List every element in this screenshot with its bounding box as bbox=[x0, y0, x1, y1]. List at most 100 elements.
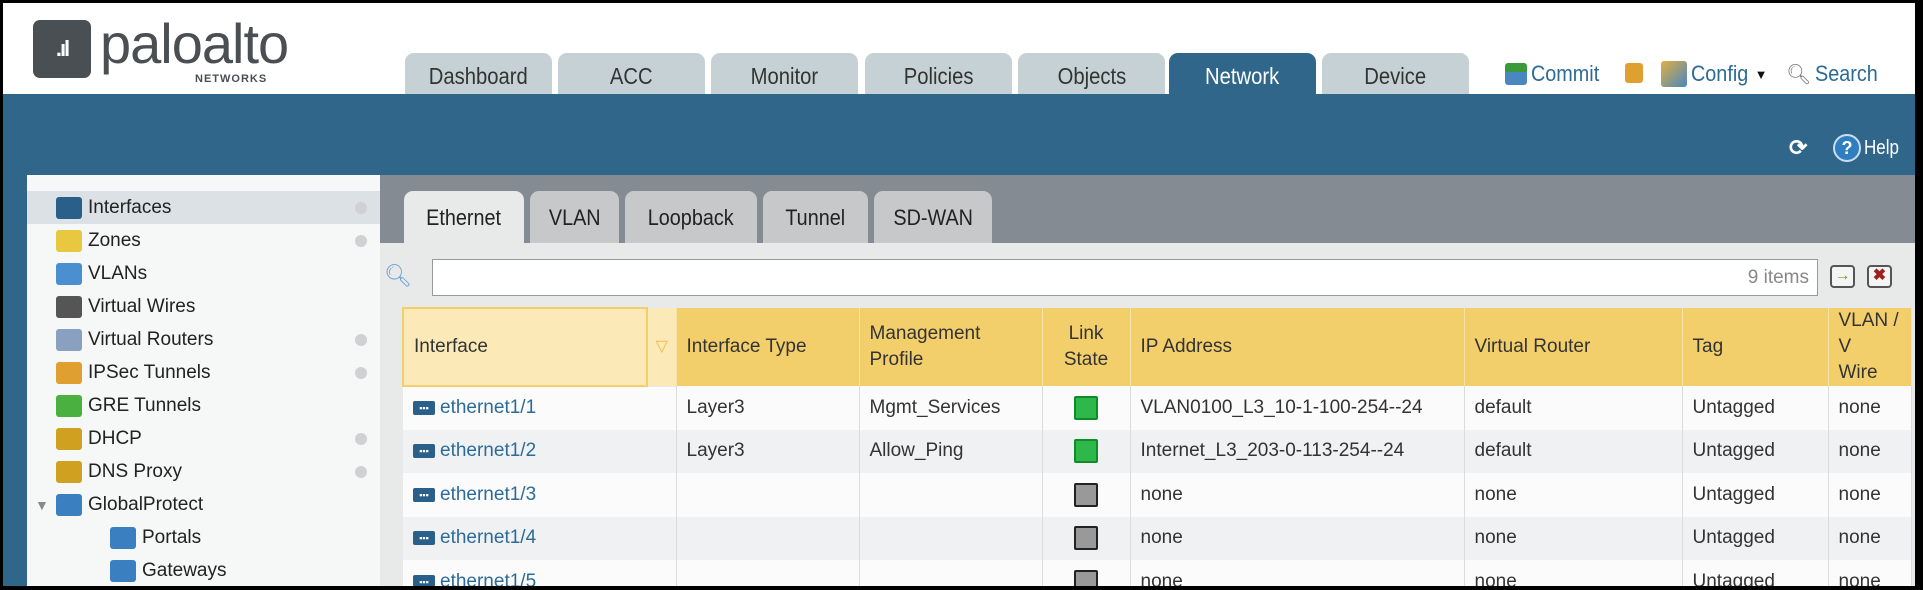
subtab-loopback[interactable]: Loopback bbox=[625, 191, 757, 243]
help-button[interactable]: ? Help bbox=[1833, 134, 1905, 162]
interface-link[interactable]: ethernet1/3 bbox=[440, 483, 537, 505]
virtual-routers-icon bbox=[56, 328, 82, 351]
table-row[interactable]: ▪▪▪ ethernet1/4 none none Untagged none bbox=[403, 516, 1912, 560]
table-row[interactable]: ▪▪▪ ethernet1/3 none none Untagged none bbox=[403, 473, 1912, 517]
status-dot bbox=[355, 201, 367, 214]
management-profile-cell: Allow_Ping bbox=[859, 429, 1043, 473]
tab-label: Objects bbox=[1057, 63, 1126, 89]
lock-icon[interactable] bbox=[1625, 63, 1643, 83]
tab-policies[interactable]: Policies bbox=[865, 53, 1012, 95]
status-dot bbox=[355, 333, 367, 346]
sort-desc-icon[interactable]: ▽ bbox=[647, 308, 677, 386]
tag-cell: Untagged bbox=[1682, 386, 1829, 430]
interface-link[interactable]: ethernet1/4 bbox=[440, 527, 537, 549]
interface-cell: ▪▪▪ ethernet1/1 bbox=[403, 386, 677, 430]
link-up-icon bbox=[1074, 395, 1098, 420]
tab-dashboard[interactable]: Dashboard bbox=[405, 53, 552, 95]
sidebar-item-label: Virtual Routers bbox=[88, 328, 214, 350]
tag-cell: Untagged bbox=[1682, 516, 1829, 560]
sidebar-item-zones[interactable]: Zones bbox=[27, 224, 380, 257]
commit-label: Commit bbox=[1531, 61, 1600, 86]
link-state-cell bbox=[1042, 560, 1131, 586]
interface-link[interactable]: ethernet1/5 bbox=[440, 570, 537, 586]
column-header-link-state[interactable]: Link State bbox=[1042, 308, 1131, 386]
toolbar-band: ⟳ ? Help bbox=[3, 94, 1915, 175]
interface-type-cell bbox=[676, 473, 860, 517]
subtab-ethernet[interactable]: Ethernet bbox=[404, 191, 524, 243]
config-menu[interactable]: Config ▼ bbox=[1661, 61, 1767, 87]
help-label: Help bbox=[1864, 136, 1899, 159]
ethernet-port-icon: ▪▪▪ bbox=[413, 401, 435, 416]
tab-device[interactable]: Device bbox=[1322, 53, 1469, 95]
sidebar-item-label: Interfaces bbox=[88, 196, 172, 218]
column-header-virtual-router[interactable]: Virtual Router bbox=[1464, 308, 1683, 386]
commit-button[interactable]: Commit bbox=[1505, 61, 1607, 87]
sidebar-item-dns-proxy[interactable]: DNS Proxy bbox=[27, 455, 380, 488]
sidebar-item-interfaces[interactable]: Interfaces bbox=[27, 191, 380, 224]
tab-label: ACC bbox=[610, 63, 653, 89]
sidebar-item-globalprotect[interactable]: ▼ GlobalProtect bbox=[27, 488, 380, 521]
subtab-vlan[interactable]: VLAN bbox=[530, 191, 619, 243]
sidebar-item-label: GlobalProtect bbox=[88, 493, 204, 515]
sidebar-item-dhcp[interactable]: DHCP bbox=[27, 422, 380, 455]
interface-link[interactable]: ethernet1/1 bbox=[440, 397, 537, 419]
tab-objects[interactable]: Objects bbox=[1018, 53, 1165, 95]
tab-monitor[interactable]: Monitor bbox=[711, 53, 858, 95]
virtual-router-cell: none bbox=[1464, 473, 1683, 517]
dns-proxy-icon bbox=[56, 460, 82, 483]
refresh-icon[interactable]: ⟳ bbox=[1789, 135, 1808, 160]
sidebar-item-vlans[interactable]: VLANs bbox=[27, 257, 380, 290]
ethernet-port-icon: ▪▪▪ bbox=[413, 531, 435, 546]
tab-network[interactable]: Network bbox=[1169, 53, 1316, 95]
filter-input[interactable]: 9 items bbox=[432, 259, 1818, 296]
management-profile-cell bbox=[859, 516, 1043, 560]
sidebar-item-portals[interactable]: Portals bbox=[27, 521, 380, 554]
search-button[interactable]: 🔍︎ Search bbox=[1786, 61, 1885, 87]
column-header-interface-type[interactable]: Interface Type bbox=[676, 308, 860, 386]
sidebar-item-label: Zones bbox=[88, 229, 141, 251]
sidebar-item-label: Gateways bbox=[142, 559, 227, 581]
subtab-tunnel[interactable]: Tunnel bbox=[763, 191, 868, 243]
subtab-label: Ethernet bbox=[426, 205, 502, 230]
table-row[interactable]: ▪▪▪ ethernet1/2 Layer3 Allow_Ping Internet_L… bbox=[403, 429, 1912, 473]
column-header-ip-address[interactable]: IP Address bbox=[1130, 308, 1465, 386]
tab-label: Network bbox=[1205, 63, 1280, 89]
tab-label: Policies bbox=[903, 63, 974, 89]
subtab-sd-wan[interactable]: SD-WAN bbox=[874, 191, 992, 243]
sidebar-item-virtual-wires[interactable]: Virtual Wires bbox=[27, 290, 380, 323]
link-down-icon bbox=[1074, 526, 1098, 551]
sidebar-item-label: VLANs bbox=[88, 262, 148, 284]
zones-icon bbox=[56, 229, 82, 252]
table-row[interactable]: ▪▪▪ ethernet1/1 Layer3 Mgmt_Services VLAN010… bbox=[403, 386, 1912, 430]
ip-address-cell: none bbox=[1130, 473, 1465, 517]
content-area: 🔍︎ 9 items → ✖ Interface ▽ Interface Type M… bbox=[380, 175, 1915, 586]
ethernet-port-icon: ▪▪▪ bbox=[413, 574, 435, 586]
interface-cell: ▪▪▪ ethernet1/4 bbox=[403, 516, 677, 560]
interface-cell: ▪▪▪ ethernet1/3 bbox=[403, 473, 677, 517]
interface-link[interactable]: ethernet1/2 bbox=[440, 440, 537, 462]
sidebar-item-virtual-routers[interactable]: Virtual Routers bbox=[27, 323, 380, 356]
chevron-down-icon: ▼ bbox=[1754, 66, 1768, 82]
sidebar-item-ipsec-tunnels[interactable]: IPSec Tunnels bbox=[27, 356, 380, 389]
column-header-management-profile[interactable]: Management Profile bbox=[859, 308, 1043, 386]
apply-filter-button[interactable]: → bbox=[1830, 265, 1855, 288]
config-icon bbox=[1661, 61, 1687, 87]
sidebar-item-gre-tunnels[interactable]: GRE Tunnels bbox=[27, 389, 380, 422]
clear-filter-button[interactable]: ✖ bbox=[1867, 265, 1892, 288]
subtab-label: SD-WAN bbox=[893, 205, 973, 230]
ip-address-cell: none bbox=[1130, 560, 1465, 586]
sidebar-item-gateways[interactable]: Gateways bbox=[27, 554, 380, 586]
tab-acc[interactable]: ACC bbox=[558, 53, 705, 95]
table-row[interactable]: ▪▪▪ ethernet1/5 none none Untagged none bbox=[403, 560, 1912, 586]
interfaces-table: Interface ▽ Interface Type Management Profi… bbox=[402, 307, 1912, 586]
virtual-wires-icon bbox=[56, 295, 82, 318]
expand-triangle-icon[interactable]: ▼ bbox=[35, 496, 49, 513]
virtual-router-cell: default bbox=[1464, 429, 1683, 473]
column-header-tag[interactable]: Tag bbox=[1682, 308, 1829, 386]
vlan-vwire-cell: none bbox=[1828, 560, 1912, 586]
column-header-vlan-virtual-wire[interactable]: VLAN / V Wire bbox=[1828, 308, 1912, 386]
link-state-cell bbox=[1042, 429, 1131, 473]
vlan-vwire-cell: none bbox=[1828, 429, 1912, 473]
column-header-interface[interactable]: Interface bbox=[402, 307, 648, 387]
tab-label: Monitor bbox=[750, 63, 819, 89]
